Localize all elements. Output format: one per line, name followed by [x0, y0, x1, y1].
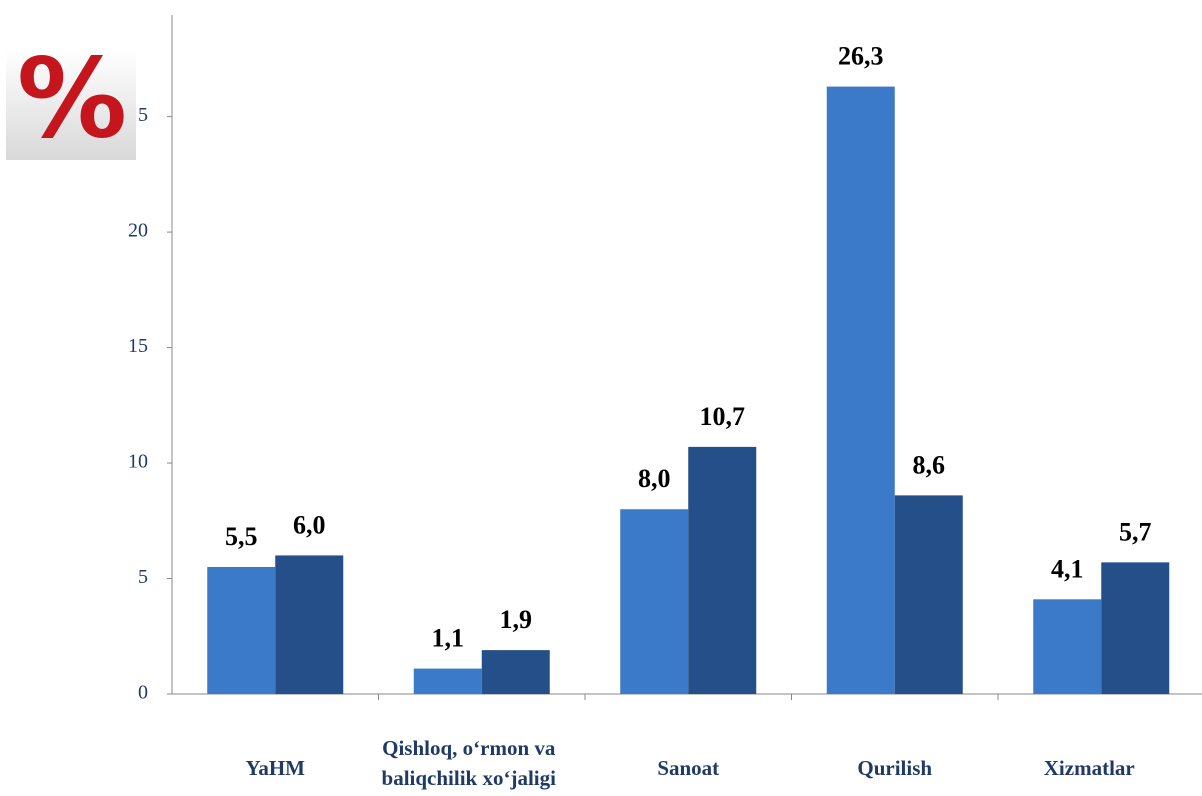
- bar: [1101, 562, 1170, 694]
- y-tick-label: 5: [138, 104, 148, 126]
- icon-bg: [6, 50, 136, 160]
- bar: [413, 668, 482, 694]
- x-tick-label: YaHM: [245, 756, 306, 780]
- bar: [894, 495, 963, 694]
- value-label: 5,5: [225, 522, 258, 551]
- bar: [1033, 599, 1102, 694]
- value-label: 10,7: [700, 402, 746, 431]
- value-label: 4,1: [1051, 554, 1084, 583]
- value-label: 1,9: [500, 605, 533, 634]
- bar: [620, 509, 689, 694]
- value-label: 1,1: [432, 624, 465, 653]
- y-tick-label: 0: [138, 682, 148, 704]
- value-label: 8,6: [913, 450, 946, 479]
- bar: [207, 566, 276, 694]
- x-tick-label: Qishloq, o‘rmon va baliqchilik xo‘jaligi: [381, 736, 556, 790]
- x-tick-label: Sanoat: [657, 756, 720, 780]
- y-tick-label: 20: [128, 220, 148, 242]
- percent-icon: %: [17, 34, 127, 162]
- bar: [481, 650, 550, 694]
- value-label: 26,3: [838, 42, 884, 71]
- value-label: 5,7: [1119, 517, 1152, 546]
- y-tick-label: 5: [138, 566, 148, 588]
- x-tick-label: Xizmatlar: [1043, 756, 1135, 780]
- y-tick-label: 15: [128, 335, 148, 357]
- bar: [826, 86, 895, 695]
- x-tick-label: Qurilish: [857, 756, 933, 780]
- value-label: 8,0: [638, 464, 671, 493]
- bar: [688, 446, 757, 694]
- y-tick-label: 10: [128, 451, 148, 473]
- bar: [275, 555, 344, 694]
- value-label: 6,0: [293, 510, 326, 539]
